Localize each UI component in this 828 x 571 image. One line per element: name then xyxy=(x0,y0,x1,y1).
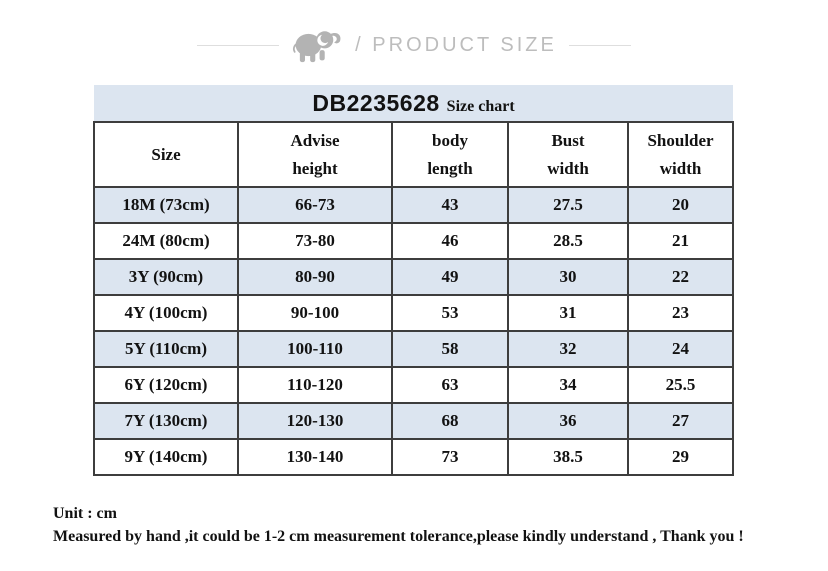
table-cell: 7Y (130cm) xyxy=(93,402,239,440)
table-cell: 53 xyxy=(391,294,509,332)
column-header-shoulder-width: Shoulder width xyxy=(626,121,735,188)
table-row: 5Y (110cm) 100-110 58 32 24 xyxy=(93,330,735,368)
table-cell: 63 xyxy=(391,366,509,404)
table-cell: 120-130 xyxy=(237,402,393,440)
table-cell: 5Y (110cm) xyxy=(93,330,239,368)
table-cell: 28.5 xyxy=(507,222,629,260)
size-chart-label: Size chart xyxy=(446,97,515,115)
table-cell: 34 xyxy=(507,366,629,404)
table-cell: 90-100 xyxy=(237,294,393,332)
table-cell: 46 xyxy=(391,222,509,260)
table-cell: 43 xyxy=(391,186,509,224)
footer-notes: Unit : cm Measured by hand ,it could be … xyxy=(53,502,813,548)
table-row: 18M (73cm) 66-73 43 27.5 20 xyxy=(93,186,735,224)
table-cell: 130-140 xyxy=(237,438,393,476)
size-chart-rows: 18M (73cm) 66-73 43 27.5 20 24M (80cm) 73-80 46… xyxy=(93,186,735,476)
size-chart-table: DB2235628 Size chart Size Advise height b… xyxy=(93,85,735,476)
table-cell: 73-80 xyxy=(237,222,393,260)
table-cell: 27 xyxy=(626,402,735,440)
divider-line-left xyxy=(197,44,280,46)
table-row: 3Y (90cm) 80-90 49 30 22 xyxy=(93,258,735,296)
column-header-body-length: body length xyxy=(391,121,509,188)
table-row: 24M (80cm) 73-80 46 28.5 21 xyxy=(93,222,735,260)
table-cell: 3Y (90cm) xyxy=(93,258,239,296)
table-cell: 6Y (120cm) xyxy=(93,366,239,404)
product-size-title: / PRODUCT SIZE xyxy=(355,33,557,56)
table-cell: 80-90 xyxy=(237,258,393,296)
table-row: 7Y (130cm) 120-130 68 36 27 xyxy=(93,402,735,440)
size-chart-title-row: DB2235628 Size chart xyxy=(94,85,734,122)
table-cell: 25.5 xyxy=(626,366,735,404)
table-cell: 68 xyxy=(391,402,509,440)
table-cell: 49 xyxy=(391,258,509,296)
product-code: DB2235628 xyxy=(312,89,440,116)
tolerance-note: Measured by hand ,it could be 1-2 cm mea… xyxy=(53,528,744,545)
column-header-size: Size xyxy=(93,121,239,188)
table-cell: 18M (73cm) xyxy=(93,186,239,224)
table-cell: 110-120 xyxy=(237,366,393,404)
table-cell: 30 xyxy=(507,258,629,296)
table-cell: 73 xyxy=(391,438,509,476)
column-header-bust-width: Bust width xyxy=(507,121,629,188)
table-cell: 38.5 xyxy=(507,438,629,476)
table-cell: 36 xyxy=(507,402,629,440)
table-cell: 24 xyxy=(626,330,735,368)
table-cell: 23 xyxy=(626,294,735,332)
table-cell: 32 xyxy=(507,330,629,368)
table-row: 4Y (100cm) 90-100 53 31 23 xyxy=(93,294,735,332)
table-cell: 9Y (140cm) xyxy=(93,438,239,476)
table-cell: 24M (80cm) xyxy=(93,222,239,260)
divider-line-right xyxy=(568,44,631,46)
table-cell: 29 xyxy=(626,438,735,476)
table-cell: 22 xyxy=(626,258,735,296)
table-header-row: Size Advise height body length Bust widt… xyxy=(93,121,735,188)
table-cell: 100-110 xyxy=(237,330,393,368)
table-cell: 4Y (100cm) xyxy=(93,294,239,332)
table-cell: 58 xyxy=(391,330,509,368)
table-row: 6Y (120cm) 110-120 63 34 25.5 xyxy=(93,366,735,404)
table-cell: 27.5 xyxy=(507,186,629,224)
product-size-header: / PRODUCT SIZE xyxy=(0,26,828,64)
column-header-advise-height: Advise height xyxy=(237,121,393,188)
table-cell: 20 xyxy=(626,186,735,224)
size-chart-title: DB2235628 Size chart xyxy=(94,85,734,122)
table-row: 9Y (140cm) 130-140 73 38.5 29 xyxy=(93,438,735,476)
table-cell: 21 xyxy=(626,222,735,260)
table-cell: 31 xyxy=(507,294,629,332)
unit-note: Unit : cm xyxy=(53,505,117,522)
elephant-icon xyxy=(291,27,343,63)
table-cell: 66-73 xyxy=(237,186,393,224)
